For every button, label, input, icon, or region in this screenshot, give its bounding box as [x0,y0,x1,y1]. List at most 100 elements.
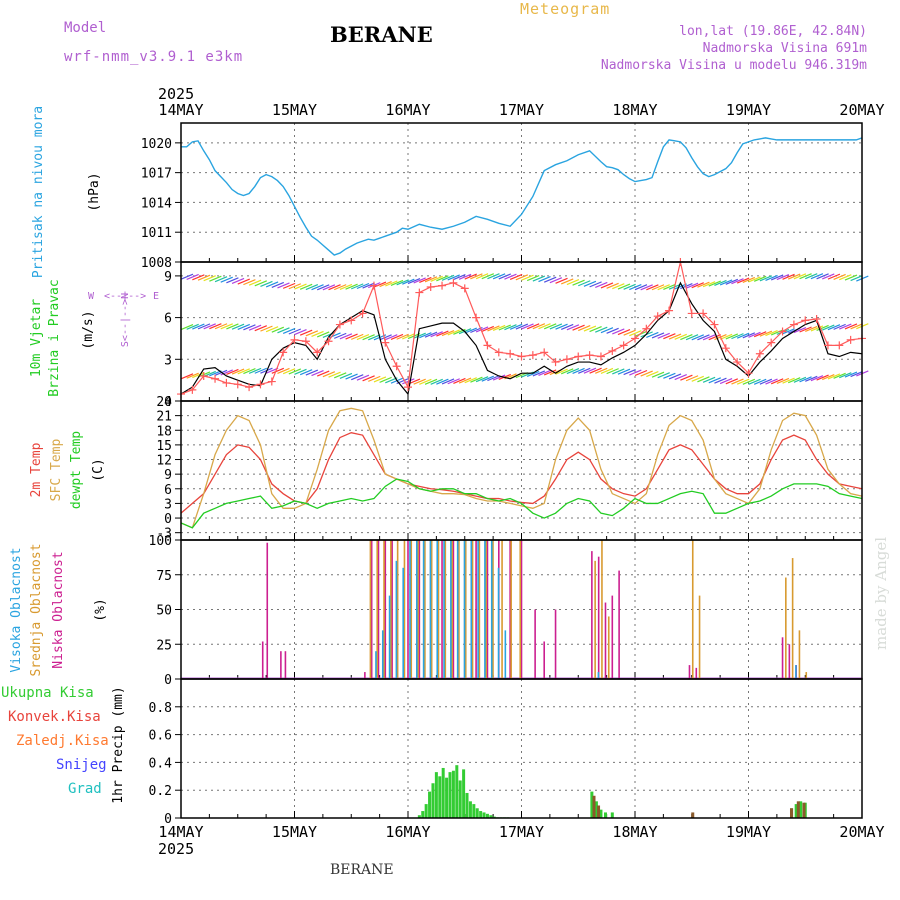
wind-barb [810,375,824,382]
precip-total-bar [603,812,607,818]
wind-barb [498,324,512,331]
wind-barb [328,284,341,291]
wind-barb [560,278,574,285]
wind-barb [742,276,756,284]
wind-barb [192,274,205,281]
wind-barb [748,276,761,283]
wind-barb [674,283,687,290]
wind-barb [254,280,268,287]
wind-barb [543,369,557,376]
precip-title: 1hr Precip (mm) [111,686,126,803]
wind-speed-marker [449,278,458,287]
wind-speed-marker [562,355,571,364]
wind-barb [702,334,716,341]
wind-barb [708,377,722,384]
wind-barb [606,282,619,289]
wind-barb [265,326,279,333]
wind-barb [816,374,829,381]
wind-barb [731,333,744,340]
wind-barb [810,273,824,280]
wind-barb [237,278,250,285]
wind-barb [850,323,863,330]
wind-barb [532,370,546,377]
precip-panel: 0 0.2 0.4 0.6 0.8 [149,679,863,827]
wind-barb [532,323,546,330]
wind-speed-marker [653,312,662,321]
wind-ytick-label: 3 [164,353,172,368]
wind-speed-marker [460,284,469,293]
wind-barb [578,280,591,287]
wind-compass-w: W [88,291,95,302]
wind-barb [850,370,863,378]
wind-barb [657,284,670,291]
wind-speed-marker [301,337,310,346]
wind-barb [498,273,512,280]
wind-barb [833,273,846,280]
wind-barb [453,377,466,385]
temperature-frame [180,400,863,541]
wind-barb [680,334,693,341]
x-year-label-bottom: 2025 [158,840,194,858]
precip-legend-2: Zaledj.Kisa [16,733,109,749]
wind-barb [770,329,784,336]
wind-barb [282,282,296,289]
x-day-label-bottom: 17MAY [499,823,544,841]
wind-barb [844,371,858,378]
wind-barb [464,273,477,280]
precip-total-bar [599,809,603,818]
wind-barb [612,328,625,335]
wind-barb [595,281,608,288]
precip-legend-1: Konvek.Kisa [8,709,101,725]
wind-barb [345,283,358,290]
clouds-ytick-label: 50 [156,604,172,619]
wind-barb [691,375,704,382]
wind-barb [424,378,438,385]
wind-barb [487,273,500,280]
precip-total-bar [455,765,459,818]
wind-barb [753,275,767,282]
wind-barb [430,275,443,282]
wind-barb [589,326,602,333]
precip-legend-3: Snijeg [56,757,107,773]
wind-barb [379,334,392,341]
wind-barb [277,367,290,375]
wind-barb [651,284,665,291]
wind-compass-we: <--|--> [104,291,146,302]
wind-barb [231,277,245,284]
pressure-panel: 1008 1011 1014 1017 1020 [141,123,863,271]
wind-barb [180,273,194,280]
wind-barb [254,367,268,374]
precip-ytick-label: 0 [164,812,172,827]
wind-barb [765,330,778,337]
wind-barb [209,275,222,282]
wind-barb [351,374,364,381]
wind-barb [629,369,642,376]
wind-barb [674,333,687,340]
wind-barb [186,273,199,281]
wind-barb [793,327,807,334]
wind-barb [646,371,659,378]
wind-barb [708,280,722,287]
wind-barb [753,378,767,385]
wind-barb [333,284,347,291]
wind-barb [192,323,205,330]
wind-barb [560,368,574,375]
wind-barb [356,282,370,290]
wind-barb [209,323,222,330]
wind-barb [589,281,602,288]
wind-barb [209,370,222,377]
station-title: BERANE [330,22,433,47]
wind-speed-marker [631,334,639,343]
wind-barb [844,323,858,330]
x-day-label-top: 15MAY [272,101,317,119]
wind-barb [617,368,631,375]
wind-barb [373,281,387,288]
wind-barb [719,333,733,340]
wind-barb [396,279,409,286]
wind-barb [663,333,676,340]
wind-barb [504,273,517,280]
wind-speed-marker [211,374,220,383]
wind-barb [487,375,500,382]
wind-barb [731,378,744,385]
